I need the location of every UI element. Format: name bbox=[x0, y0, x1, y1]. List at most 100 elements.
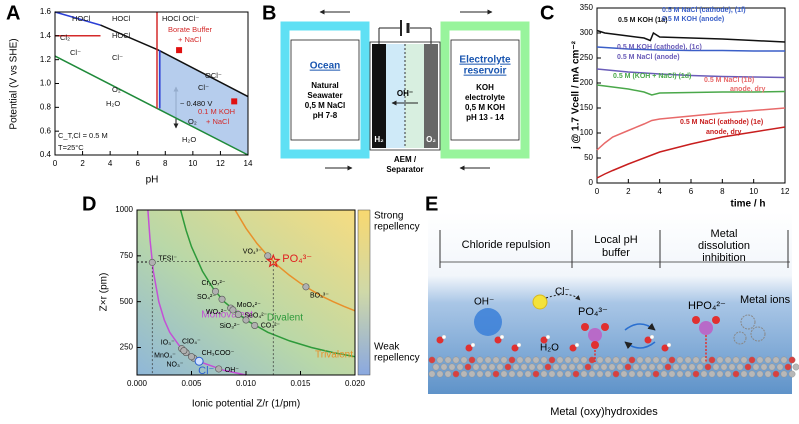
lattice-atom bbox=[516, 370, 524, 378]
lattice-atom bbox=[620, 356, 628, 364]
lattice-atom bbox=[460, 356, 468, 364]
water-label: H₂O bbox=[540, 343, 559, 354]
lattice-atom bbox=[636, 356, 644, 364]
lattice-atom bbox=[460, 370, 468, 378]
y-tick-label: 150 bbox=[580, 103, 594, 112]
y-tick-label: 1.0 bbox=[40, 79, 52, 88]
x-tick-label: 0.020 bbox=[345, 379, 366, 388]
lattice-atom bbox=[616, 363, 624, 371]
metal-ion bbox=[733, 331, 747, 345]
lattice-atom bbox=[456, 363, 464, 371]
lattice-atom bbox=[668, 370, 676, 378]
y-tick-label: 0.8 bbox=[40, 102, 52, 111]
ion-point bbox=[218, 295, 226, 303]
curve-label: Monovalent bbox=[201, 310, 253, 321]
lattice-atom bbox=[560, 363, 568, 371]
lattice-atom bbox=[612, 370, 620, 378]
phosphate-label: PO₄³⁻ bbox=[578, 306, 608, 318]
lattice-atom bbox=[600, 363, 608, 371]
lattice-atom bbox=[792, 363, 799, 371]
lattice-atom bbox=[496, 363, 504, 371]
panel-b: Ocean Natural Seawater 0,5 M NaCl pH 7-8… bbox=[280, 9, 530, 174]
x-tick-label: 8 bbox=[163, 159, 168, 168]
lattice-atom bbox=[704, 363, 712, 371]
ion-label: CO₃²⁻ bbox=[261, 322, 281, 329]
lattice-atom bbox=[628, 370, 636, 378]
ion-point bbox=[211, 287, 219, 295]
lattice-atom bbox=[696, 363, 704, 371]
buffer-arrow bbox=[624, 322, 656, 331]
lattice-atom bbox=[764, 370, 772, 378]
lattice-atom bbox=[524, 356, 532, 364]
lattice-atom bbox=[572, 370, 580, 378]
lattice-atom bbox=[540, 370, 548, 378]
oxygen bbox=[712, 316, 720, 324]
ion-label: OH⁻ bbox=[397, 89, 413, 98]
lattice-atom bbox=[764, 356, 772, 364]
colorbar bbox=[357, 209, 371, 376]
ocean-text: pH 7-8 bbox=[313, 111, 338, 120]
plot-frame bbox=[596, 7, 786, 184]
reservoir-box bbox=[450, 39, 520, 141]
lattice bbox=[428, 334, 799, 378]
hydroxide-ion bbox=[474, 308, 502, 336]
y-tick-label: 350 bbox=[580, 3, 594, 12]
highlight-point bbox=[194, 356, 204, 366]
series-line bbox=[596, 107, 786, 151]
ion-label: SiO₃²⁻ bbox=[219, 323, 240, 330]
oxygen bbox=[601, 323, 609, 331]
lattice-atom bbox=[532, 356, 540, 364]
lattice-atom bbox=[776, 363, 784, 371]
reservoir-title: reservoir bbox=[464, 66, 507, 77]
lattice-atom bbox=[648, 363, 656, 371]
ocean-loop bbox=[280, 21, 370, 159]
annotation: 0.1 M KOH bbox=[198, 107, 235, 116]
lattice-atom bbox=[476, 370, 484, 378]
lattice-atom bbox=[740, 356, 748, 364]
y-tick-label: 0.6 bbox=[40, 126, 52, 135]
x-tick-label: 0.015 bbox=[290, 379, 311, 388]
separator-label: Separator bbox=[386, 165, 423, 174]
lattice-atom bbox=[512, 363, 520, 371]
oxygen bbox=[692, 316, 700, 324]
ocean-box bbox=[290, 39, 360, 141]
lattice-atom bbox=[588, 356, 596, 364]
series-line bbox=[100, 24, 249, 98]
lattice-atom bbox=[656, 363, 664, 371]
water-molecule bbox=[511, 344, 519, 352]
ion-point bbox=[188, 353, 196, 361]
annotation: HOCl OCl⁻ bbox=[162, 14, 199, 23]
water-h bbox=[470, 342, 476, 348]
lattice-atom bbox=[576, 363, 584, 371]
reservoir-text: 0,5 M KOH bbox=[465, 103, 505, 112]
water-h bbox=[545, 334, 551, 340]
lattice-atom bbox=[756, 370, 764, 378]
lattice-atom bbox=[596, 356, 604, 364]
y-tick-label: 500 bbox=[120, 297, 134, 306]
ion-point bbox=[229, 306, 237, 314]
guide-line bbox=[137, 262, 153, 375]
ion-label: Cr₂O₇²⁻ bbox=[201, 280, 225, 287]
y-axis-label: Potential (V vs SHE) bbox=[9, 38, 20, 129]
lattice-atom bbox=[692, 370, 700, 378]
curve-label: Divalent bbox=[267, 313, 303, 324]
highlight-star bbox=[265, 253, 281, 268]
x-axis-label: time / h bbox=[730, 199, 765, 210]
panel-label: B bbox=[262, 2, 276, 24]
lattice-atom bbox=[440, 363, 448, 371]
lattice-atom bbox=[452, 356, 460, 364]
lattice-atom bbox=[628, 356, 636, 364]
lattice-atom bbox=[676, 356, 684, 364]
oxygen bbox=[581, 323, 589, 331]
ion-label: WO₄²⁻ bbox=[206, 309, 227, 316]
x-tick-label: 12 bbox=[216, 159, 225, 168]
colorbar-label: repellency bbox=[374, 353, 420, 364]
ion-point bbox=[242, 316, 250, 324]
ocean-title: Ocean bbox=[310, 61, 341, 72]
water-molecule bbox=[644, 336, 652, 344]
lattice-atom bbox=[504, 363, 512, 371]
reservoir-text: KOH bbox=[476, 83, 494, 92]
lattice-atom bbox=[484, 356, 492, 364]
lattice-atom bbox=[780, 370, 788, 378]
lattice-atom bbox=[672, 363, 680, 371]
